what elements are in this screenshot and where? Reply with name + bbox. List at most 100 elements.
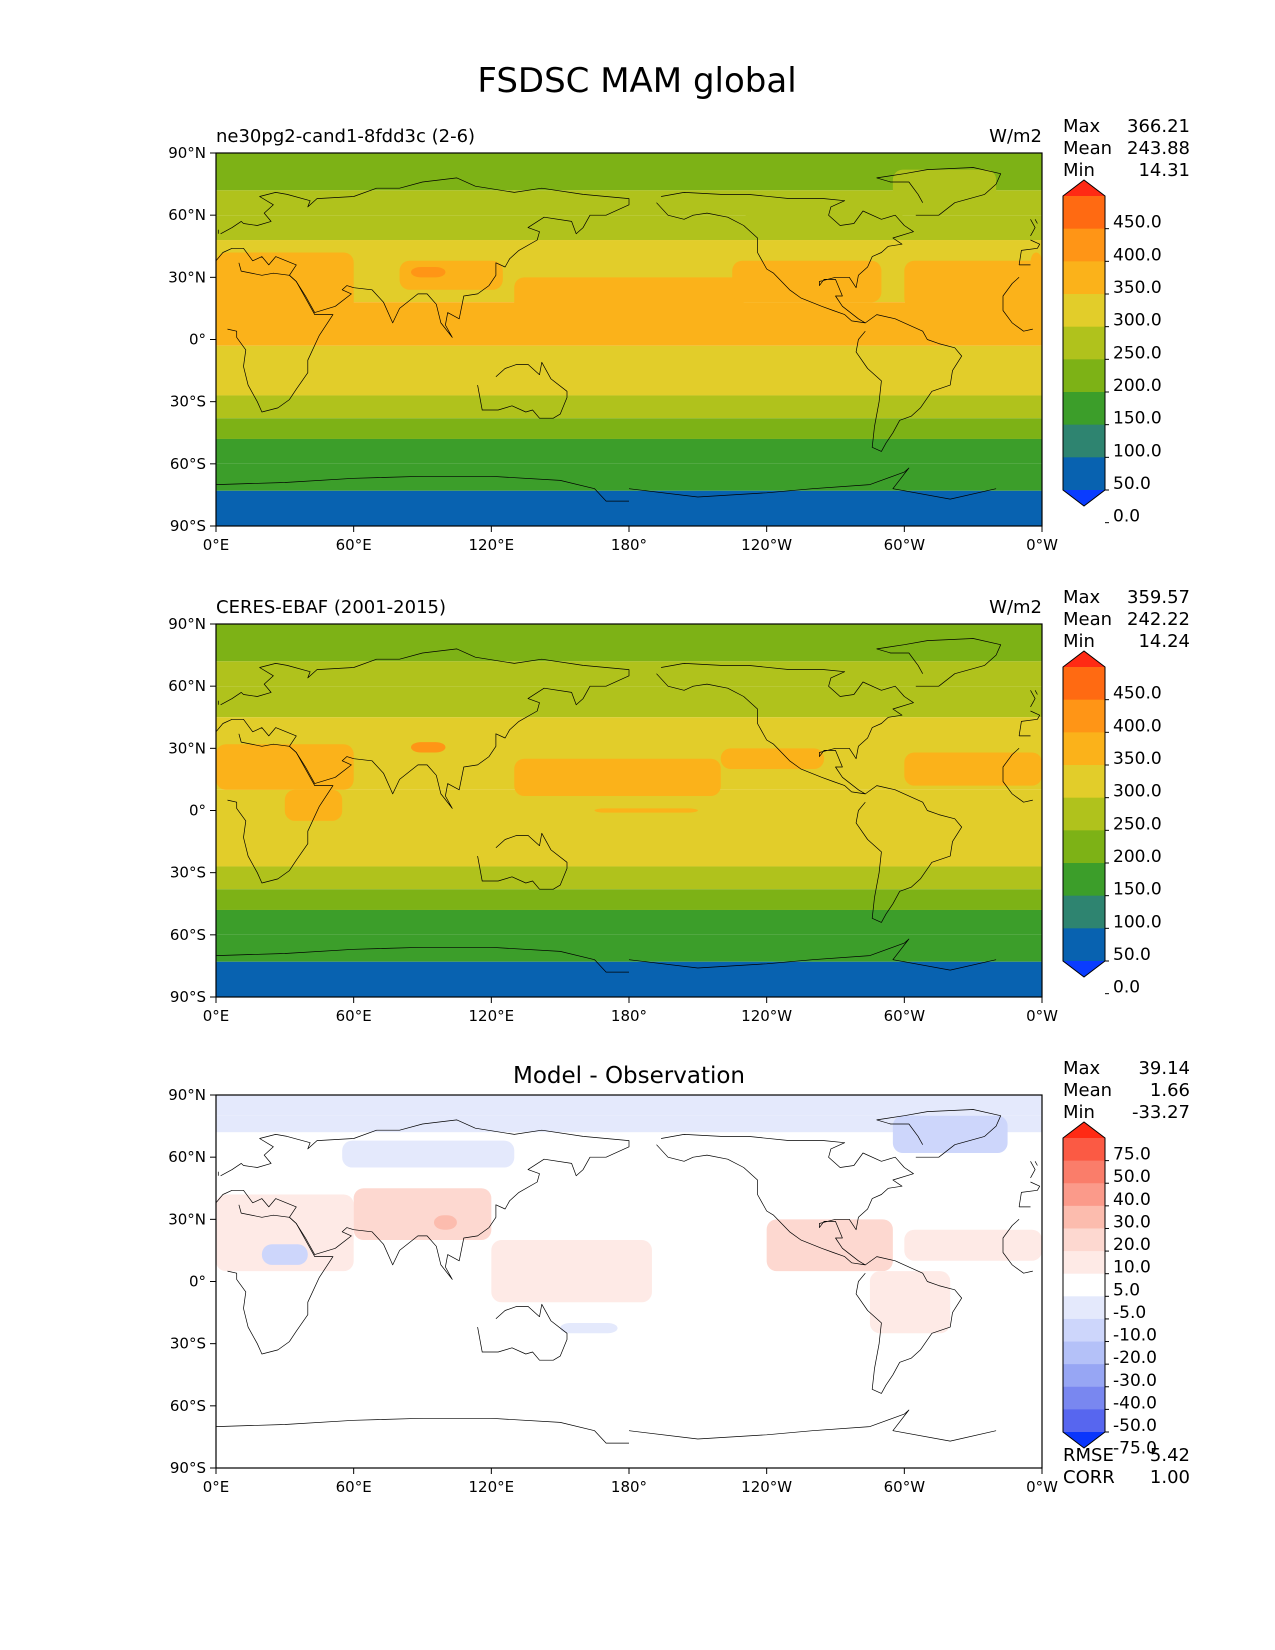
colorbar-segment bbox=[1063, 392, 1105, 426]
panel-1: 90°N 60°N 30°N 0° 30°S 60°S 90°S0°E 60°E 120°E 18… bbox=[168, 116, 1190, 554]
x-tick-label: 180° bbox=[611, 1478, 647, 1496]
coastline bbox=[477, 1303, 568, 1361]
zonal-band bbox=[216, 490, 1042, 526]
stat-value: -33.27 bbox=[1132, 1102, 1190, 1123]
stat-label: Max bbox=[1063, 1058, 1101, 1079]
map-field bbox=[216, 153, 1042, 526]
colorbar-label: -20.0 bbox=[1113, 1348, 1157, 1368]
coastline bbox=[876, 167, 1002, 216]
colorbar-label: 250.0 bbox=[1113, 343, 1162, 363]
x-tick-label: 60°E bbox=[336, 1478, 372, 1496]
zonal-band bbox=[216, 624, 1042, 662]
stat-value: 14.31 bbox=[1138, 160, 1190, 181]
metric-value: 5.42 bbox=[1150, 1445, 1190, 1466]
y-tick-label: 60°N bbox=[168, 677, 206, 695]
y-tick-label: 30°S bbox=[170, 864, 206, 882]
colorbar-segment bbox=[1063, 1228, 1105, 1252]
colorbar-label: 400.0 bbox=[1113, 245, 1162, 265]
y-tick-label: 90°S bbox=[170, 517, 206, 535]
regional-patch bbox=[216, 744, 354, 790]
x-tick-label: 0°W bbox=[1026, 1007, 1058, 1025]
colorbar-extend-max bbox=[1063, 180, 1105, 196]
colorbar-segment bbox=[1063, 1364, 1105, 1388]
colorbar-segment bbox=[1063, 667, 1105, 701]
colorbar-segment bbox=[1063, 294, 1105, 328]
x-tick-label: 180° bbox=[611, 1007, 647, 1025]
y-tick-label: 30°N bbox=[168, 739, 206, 757]
y-tick-label: 90°N bbox=[168, 1086, 206, 1104]
x-tick-label: 0°W bbox=[1026, 536, 1058, 554]
y-tick-label: 0° bbox=[189, 802, 206, 820]
stat-label: Min bbox=[1063, 1102, 1095, 1123]
colorbar: 450.0 400.0 350.0 300.0 250.0 200.0 150.0 100.0… bbox=[1062, 650, 1162, 998]
zonal-band bbox=[216, 418, 1042, 439]
stat-value: 359.57 bbox=[1127, 587, 1190, 608]
regional-patch bbox=[433, 1215, 457, 1230]
colorbar-segment bbox=[1063, 895, 1105, 929]
colorbar-label: 150.0 bbox=[1113, 409, 1162, 429]
colorbar-label: -50.0 bbox=[1113, 1416, 1157, 1436]
colorbar-label: 450.0 bbox=[1113, 684, 1162, 704]
figure-title: FSDSC MAM global bbox=[477, 61, 796, 101]
units-label: W/m2 bbox=[989, 126, 1042, 147]
x-tick-label: 0°E bbox=[203, 536, 230, 554]
panel-title: CERES-EBAF (2001-2015) bbox=[216, 597, 446, 618]
colorbar-segment bbox=[1063, 1160, 1105, 1184]
coastline bbox=[656, 663, 914, 795]
panel-title: Model - Observation bbox=[513, 1063, 745, 1089]
regional-patch bbox=[594, 808, 698, 813]
x-tick-label: 120°E bbox=[469, 536, 515, 554]
coastline bbox=[876, 1109, 1002, 1158]
colorbar-label: 50.0 bbox=[1113, 1167, 1151, 1187]
colorbar-segment bbox=[1063, 196, 1105, 230]
regional-patch bbox=[904, 752, 1042, 786]
stat-label: Mean bbox=[1063, 609, 1112, 630]
colorbar-label: 5.0 bbox=[1113, 1280, 1140, 1300]
colorbar-label: -5.0 bbox=[1113, 1303, 1146, 1323]
zonal-band bbox=[216, 961, 1042, 997]
colorbar-segment bbox=[1063, 1318, 1105, 1343]
x-tick-label: 60°W bbox=[884, 1478, 926, 1496]
y-tick-label: 30°N bbox=[168, 1210, 206, 1228]
x-tick-label: 120°W bbox=[741, 536, 792, 554]
y-tick-label: 0° bbox=[189, 1273, 206, 1291]
x-tick-label: 120°E bbox=[469, 1478, 515, 1496]
regional-patch bbox=[216, 252, 354, 330]
coastline bbox=[855, 314, 963, 452]
coastlines bbox=[216, 1109, 1041, 1444]
x-tick-label: 120°W bbox=[741, 1007, 792, 1025]
stat-value: 39.14 bbox=[1138, 1058, 1190, 1079]
colorbar-label: 50.0 bbox=[1113, 945, 1151, 965]
colorbar-label: 200.0 bbox=[1113, 376, 1162, 396]
colorbar-segment bbox=[1063, 797, 1105, 831]
coastline bbox=[227, 733, 1033, 884]
coastline bbox=[216, 1119, 1041, 1280]
stat-value: 243.88 bbox=[1127, 138, 1190, 159]
zonal-band bbox=[216, 215, 1042, 241]
colorbar-label: 30.0 bbox=[1113, 1212, 1151, 1232]
colorbar-extend-min bbox=[1063, 1432, 1105, 1448]
metric-value: 1.00 bbox=[1150, 1467, 1190, 1488]
colorbar-segment bbox=[1063, 228, 1105, 262]
y-tick-label: 60°S bbox=[170, 1397, 206, 1415]
coastline bbox=[217, 690, 1038, 708]
y-tick-label: 90°S bbox=[170, 988, 206, 1006]
stat-label: Min bbox=[1063, 631, 1095, 652]
colorbar-label: 200.0 bbox=[1113, 847, 1162, 867]
coastline bbox=[656, 192, 914, 324]
colorbar-label: -30.0 bbox=[1113, 1371, 1157, 1391]
panel-3: 90°N 60°N 30°N 0° 30°S 60°S 90°S0°E 60°E 120°E 18… bbox=[168, 1058, 1190, 1496]
colorbar-segment bbox=[1063, 1138, 1105, 1162]
stat-label: Max bbox=[1063, 587, 1101, 608]
zonal-band bbox=[216, 1115, 1042, 1133]
stat-value: 242.22 bbox=[1127, 609, 1190, 630]
regional-patch bbox=[491, 1240, 652, 1303]
colorbar-segment bbox=[1063, 359, 1105, 393]
regional-patch bbox=[743, 211, 905, 241]
colorbar-segment bbox=[1063, 1409, 1105, 1433]
stat-label: Mean bbox=[1063, 138, 1112, 159]
regional-patch bbox=[514, 277, 744, 330]
coastlines bbox=[216, 638, 1041, 973]
colorbar-label: 300.0 bbox=[1113, 311, 1162, 331]
